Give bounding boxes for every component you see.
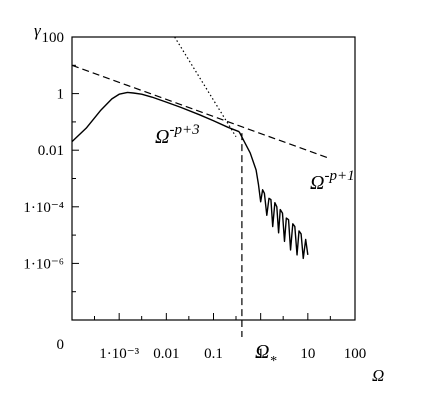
y-tick-label: 1·10⁻⁶ <box>23 256 64 272</box>
x-tick-label: 0.1 <box>204 346 223 362</box>
annotation-slope-low-base: Ω <box>155 126 169 148</box>
annotation-slope-high-exp: -p+1 <box>324 168 354 184</box>
series-line-solid-1 <box>238 131 309 260</box>
y-tick-label: 1 <box>57 87 65 103</box>
annotation-slope-low-exp: -p+3 <box>169 122 199 138</box>
y-tick-label: 0 <box>57 337 65 353</box>
y-tick-marks <box>72 64 79 293</box>
x-tick-marks <box>94 313 331 320</box>
y-tick-label: 100 <box>42 30 65 46</box>
x-tick-label: 0.01 <box>153 346 179 362</box>
series-line-solid-0 <box>71 91 240 143</box>
series-line-dashed-2 <box>71 64 331 160</box>
x-tick-labels: 1·10⁻³ 0.01 0.1 1 10 100 <box>99 346 366 362</box>
x-axis-label: Ω <box>372 366 384 385</box>
annotation-slope-high: Ω-p+1 <box>310 168 355 194</box>
y-tick-label: 1·10⁻⁴ <box>23 200 64 216</box>
annotation-critical-sub: * <box>269 354 276 369</box>
annotation-slope-low: Ω-p+3 <box>155 122 200 148</box>
x-tick-label: 1·10⁻³ <box>99 346 139 362</box>
annotation-critical-base: Ω <box>255 341 269 363</box>
y-axis-label: γ <box>34 21 42 40</box>
x-tick-label: 10 <box>300 346 315 362</box>
x-tick-label: 100 <box>344 346 367 362</box>
series-layer <box>71 36 331 337</box>
y-tick-labels: 0 1·10⁻⁶ 1·10⁻⁴ 0.01 1 100 <box>23 30 64 353</box>
annotation-critical-frequency: Ω* <box>255 341 276 369</box>
y-tick-label: 0.01 <box>38 143 64 159</box>
x-tick-label: 1 <box>257 346 265 362</box>
annotation-slope-high-base: Ω <box>310 172 324 194</box>
